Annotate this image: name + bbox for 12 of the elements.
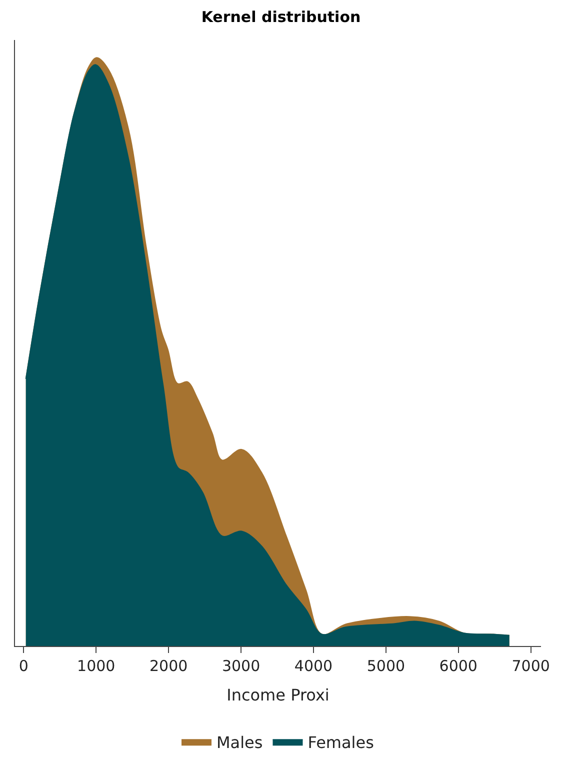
legend-label: Females <box>308 732 374 752</box>
chart-title: Kernel distribution <box>201 8 361 26</box>
x-tick-label: 1000 <box>77 657 116 675</box>
x-axis-title: Income Proxi <box>226 686 330 705</box>
x-tick-label: 4000 <box>294 657 333 675</box>
x-tick-label: 3000 <box>222 657 260 675</box>
x-tick-label: 0 <box>18 657 28 675</box>
x-tick-label: 6000 <box>439 657 478 675</box>
x-tick-label: 7000 <box>512 657 550 675</box>
x-tick-label: 5000 <box>366 657 406 675</box>
legend-label: Males <box>216 732 263 752</box>
x-tick-label: 2000 <box>150 657 188 675</box>
